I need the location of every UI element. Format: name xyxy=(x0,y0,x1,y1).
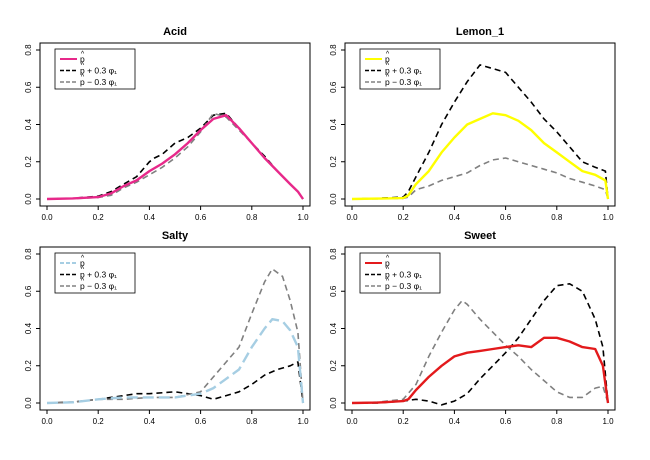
legend-hat: ^ xyxy=(81,278,85,285)
y-tick-label: 0.8 xyxy=(24,248,33,260)
series-line-minus xyxy=(351,299,609,404)
x-tick-label: 0.6 xyxy=(195,417,207,426)
legend-label: p − 0.3 φ₁ xyxy=(385,77,422,87)
y-tick-label: 0.4 xyxy=(329,118,338,130)
legend: ^p^p + 0.3 φ₁^p − 0.3 φ₁ xyxy=(54,48,136,90)
series-line-main xyxy=(351,112,610,201)
legend-hat: ^ xyxy=(81,63,85,70)
series-line-main xyxy=(351,336,610,405)
series-line-main xyxy=(46,318,305,405)
x-tick-label: 1.0 xyxy=(602,417,614,426)
y-tick-label: 0.0 xyxy=(329,193,338,205)
legend-label: p − 0.3 φ₁ xyxy=(80,77,117,87)
x-tick-label: 0.2 xyxy=(93,417,105,426)
x-tick-label: 0.6 xyxy=(500,213,512,222)
y-tick-label: 0.6 xyxy=(329,285,338,297)
x-tick-label: 0.8 xyxy=(246,213,258,222)
x-tick-label: 0.6 xyxy=(195,213,207,222)
y-tick-label: 0.0 xyxy=(24,397,33,409)
legend-hat: ^ xyxy=(81,267,85,274)
x-tick-label: 1.0 xyxy=(297,213,309,222)
series-line-plus xyxy=(351,64,609,200)
legend-hat: ^ xyxy=(386,74,390,81)
x-tick-label: 0.8 xyxy=(551,213,563,222)
x-tick-label: 0.0 xyxy=(346,213,358,222)
y-tick-label: 0.4 xyxy=(329,322,338,334)
legend-hat: ^ xyxy=(386,51,390,58)
x-tick-label: 0.6 xyxy=(500,417,512,426)
legend: ^p^p + 0.3 φ₁^p − 0.3 φ₁ xyxy=(359,48,441,90)
x-tick-label: 0.4 xyxy=(144,417,156,426)
legend-hat: ^ xyxy=(386,255,390,262)
y-tick-label: 0.0 xyxy=(24,193,33,205)
legend-hat: ^ xyxy=(81,51,85,58)
panel-title: Acid xyxy=(163,26,187,38)
x-tick-label: 0.4 xyxy=(144,213,156,222)
y-tick-label: 0.4 xyxy=(24,322,33,334)
x-tick-label: 0.2 xyxy=(93,213,105,222)
legend-hat: ^ xyxy=(386,63,390,70)
legend-box xyxy=(54,252,136,294)
panel-lemon-1: Lemon_1 0.0 0.2 0.4 0.6 0.8 1.0 0.0 0.2 0.4 0.6 0.8… xyxy=(329,26,616,222)
series-line-minus xyxy=(351,157,609,200)
y-tick-label: 0.2 xyxy=(24,360,33,372)
y-tick-label: 0.2 xyxy=(329,156,338,168)
legend: ^p^p + 0.3 φ₁^p − 0.3 φ₁ xyxy=(359,252,441,294)
y-tick-label: 0.8 xyxy=(329,248,338,260)
x-tick-label: 0.4 xyxy=(449,417,461,426)
y-tick-label: 0.8 xyxy=(24,44,33,56)
x-tick-label: 0.0 xyxy=(346,417,358,426)
series-line-minus xyxy=(46,268,304,404)
legend-label: p − 0.3 φ₁ xyxy=(80,281,117,291)
legend-label: p + 0.3 φ₁ xyxy=(385,66,422,76)
legend: ^p^p + 0.3 φ₁^p − 0.3 φ₁ xyxy=(54,252,136,294)
legend-label: p xyxy=(385,258,390,268)
x-tick-label: 0.4 xyxy=(449,213,461,222)
y-tick-label: 0.8 xyxy=(329,44,338,56)
y-tick-label: 0.2 xyxy=(329,360,338,372)
x-tick-label: 1.0 xyxy=(297,417,309,426)
legend-hat: ^ xyxy=(81,74,85,81)
y-tick-label: 0.2 xyxy=(24,156,33,168)
legend-hat: ^ xyxy=(81,255,85,262)
panel-title: Sweet xyxy=(464,230,496,242)
y-tick-label: 0.0 xyxy=(329,397,338,409)
y-tick-label: 0.6 xyxy=(24,81,33,93)
legend-hat: ^ xyxy=(386,267,390,274)
x-tick-label: 0.2 xyxy=(398,213,410,222)
x-tick-label: 0.0 xyxy=(41,417,53,426)
y-tick-label: 0.4 xyxy=(24,118,33,130)
series-line-plus xyxy=(352,282,609,406)
series-line-main xyxy=(46,113,304,201)
legend-label: p − 0.3 φ₁ xyxy=(385,281,422,291)
legend-label: p xyxy=(385,54,390,64)
series-line-plus xyxy=(46,361,304,404)
x-tick-label: 0.2 xyxy=(398,417,410,426)
y-tick-label: 0.6 xyxy=(24,285,33,297)
panel-title: Salty xyxy=(162,230,189,242)
legend-hat: ^ xyxy=(386,278,390,285)
series-line-plus xyxy=(46,112,304,200)
x-tick-label: 0.0 xyxy=(41,213,53,222)
x-tick-label: 0.8 xyxy=(246,417,258,426)
y-tick-label: 0.6 xyxy=(329,81,338,93)
legend-label: p xyxy=(80,258,85,268)
x-tick-label: 0.8 xyxy=(551,417,563,426)
legend-label: p + 0.3 φ₁ xyxy=(385,270,422,280)
legend-label: p xyxy=(80,54,85,64)
x-tick-label: 1.0 xyxy=(602,213,614,222)
legend-label: p + 0.3 φ₁ xyxy=(80,66,117,76)
legend-label: p + 0.3 φ₁ xyxy=(80,270,117,280)
panel-title: Lemon_1 xyxy=(456,26,504,38)
